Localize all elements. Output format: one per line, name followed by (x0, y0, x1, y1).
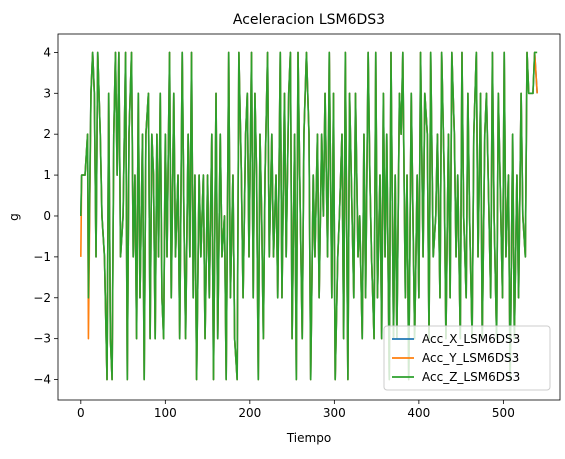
y-tick-label: 3 (43, 86, 51, 100)
plot-area (57, 33, 561, 401)
legend: Acc_X_LSM6DS3 Acc_Y_LSM6DS3 Acc_Z_LSM6DS3 (383, 325, 551, 391)
x-tick-label: 400 (407, 406, 430, 420)
y-tick-label: −4 (33, 373, 51, 387)
legend-label-3: Acc_Z_LSM6DS3 (422, 370, 520, 384)
legend-label-2: Acc_Y_LSM6DS3 (422, 351, 519, 365)
series-line-3 (80, 51, 538, 381)
x-axis: 0 100 200 300 400 500 (77, 400, 515, 420)
x-axis-title: Tiempo (286, 431, 331, 445)
chart-title: Aceleracion LSM6DS3 (233, 12, 385, 28)
x-tick-label: 0 (77, 406, 85, 420)
y-axis: −4 −3 −2 −1 0 1 2 3 4 (33, 45, 58, 387)
x-tick-label: 300 (323, 406, 346, 420)
legend-box (383, 325, 551, 391)
y-axis-title: g (7, 213, 21, 221)
plot-frame (57, 33, 561, 401)
x-tick-label: 500 (492, 406, 515, 420)
y-tick-label: 2 (43, 127, 51, 141)
y-tick-label: 1 (43, 168, 51, 182)
y-tick-label: −3 (33, 332, 51, 346)
series-layer (80, 51, 538, 381)
y-tick-label: −1 (33, 250, 51, 264)
x-tick-label: 100 (154, 406, 177, 420)
y-tick-label: 4 (43, 45, 51, 59)
y-tick-label: 0 (43, 209, 51, 223)
y-tick-label: −2 (33, 291, 51, 305)
x-tick-label: 200 (238, 406, 261, 420)
legend-label-1: Acc_X_LSM6DS3 (422, 332, 520, 346)
